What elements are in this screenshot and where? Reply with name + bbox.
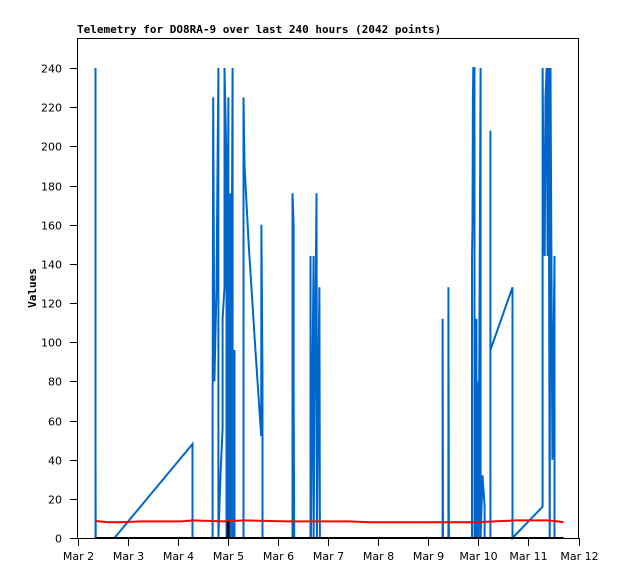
x-tick-label: Mar 6 xyxy=(263,550,294,563)
series-line-red xyxy=(95,519,564,524)
x-tick-label: Mar 11 xyxy=(509,550,547,563)
chart-title: Telemetry for DO8RA-9 over last 240 hour… xyxy=(77,23,442,36)
x-tick-label: Mar 3 xyxy=(113,550,144,563)
y-tick-label: 200 xyxy=(41,141,62,154)
x-tick-label: Mar 9 xyxy=(413,550,444,563)
series-line-black xyxy=(95,521,564,539)
y-tick-label: 120 xyxy=(41,298,62,311)
x-tick-label: Mar 10 xyxy=(459,550,497,563)
y-axis-label: Values xyxy=(26,268,39,308)
y-tick-label: 40 xyxy=(48,455,62,468)
y-tick-label: 240 xyxy=(41,63,62,76)
series-line-blue xyxy=(94,67,556,541)
y-tick-label: 60 xyxy=(48,416,62,429)
x-tick-label: Mar 8 xyxy=(363,550,394,563)
y-tick-label: 220 xyxy=(41,102,62,115)
x-tick-label: Mar 7 xyxy=(313,550,344,563)
x-tick-label: Mar 4 xyxy=(163,550,194,563)
y-tick-label: 80 xyxy=(48,376,62,389)
y-tick-label: 180 xyxy=(41,181,62,194)
y-axis: 0 20 40 60 80 100 120 140 160 180 200 220 240 xyxy=(41,63,77,546)
y-tick-label: 140 xyxy=(41,259,62,272)
x-tick-label: Mar 2 xyxy=(63,550,94,563)
plot-frame xyxy=(77,38,579,539)
x-tick-label: Mar 12 xyxy=(560,550,598,563)
y-tick-label: 160 xyxy=(41,220,62,233)
y-tick-label: 20 xyxy=(48,494,62,507)
x-axis: Mar 2 Mar 3 Mar 4 Mar 5 Mar 6 Mar 7 Mar 8 Mar 9… xyxy=(63,538,599,563)
series-group xyxy=(94,67,564,541)
y-tick-label: 0 xyxy=(55,533,62,546)
y-tick-label: 100 xyxy=(41,337,62,350)
x-tick-label: Mar 5 xyxy=(213,550,244,563)
